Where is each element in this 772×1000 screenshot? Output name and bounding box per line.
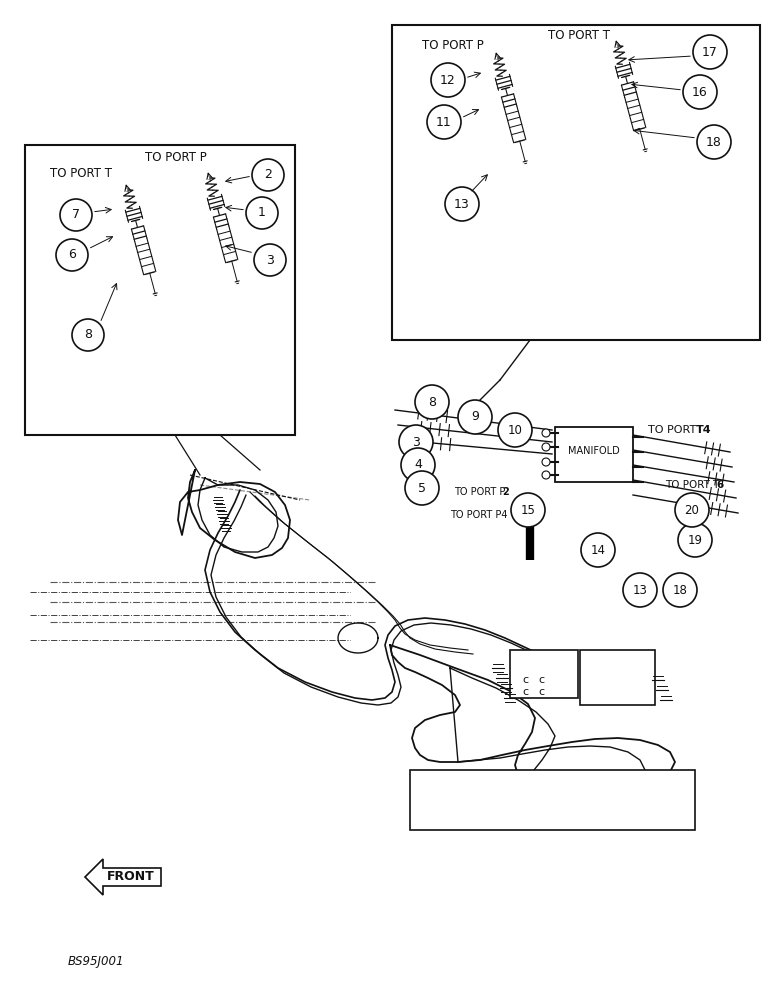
Text: c: c xyxy=(522,687,528,697)
Circle shape xyxy=(498,413,532,447)
Text: TO PORT T: TO PORT T xyxy=(50,167,112,180)
Circle shape xyxy=(427,105,461,139)
Text: TO PORT P: TO PORT P xyxy=(422,39,484,52)
Text: 16: 16 xyxy=(692,86,708,99)
Circle shape xyxy=(542,471,550,479)
Circle shape xyxy=(542,458,550,466)
Text: TO PORT T: TO PORT T xyxy=(665,480,720,490)
Circle shape xyxy=(252,159,284,191)
Circle shape xyxy=(542,443,550,451)
Text: 18: 18 xyxy=(706,135,722,148)
Text: 13: 13 xyxy=(454,198,470,211)
Text: 2: 2 xyxy=(502,487,509,497)
Text: TO PORT P4: TO PORT P4 xyxy=(450,510,507,520)
Text: 4: 4 xyxy=(414,458,422,472)
Circle shape xyxy=(56,239,88,271)
Bar xyxy=(510,650,578,698)
Text: TO PORT: TO PORT xyxy=(648,425,699,435)
Text: FRONT: FRONT xyxy=(107,870,155,884)
Circle shape xyxy=(663,573,697,607)
Text: T4: T4 xyxy=(696,425,712,435)
Bar xyxy=(555,427,633,482)
Text: 8: 8 xyxy=(84,328,92,342)
Text: c: c xyxy=(522,675,528,685)
Bar xyxy=(25,145,295,435)
Circle shape xyxy=(254,244,286,276)
Circle shape xyxy=(72,319,104,351)
Bar xyxy=(580,650,655,705)
Circle shape xyxy=(511,493,545,527)
Text: 20: 20 xyxy=(685,504,699,516)
Circle shape xyxy=(445,187,479,221)
Circle shape xyxy=(697,125,731,159)
Circle shape xyxy=(683,75,717,109)
Text: ↄ: ↄ xyxy=(126,187,130,193)
Circle shape xyxy=(246,197,278,229)
Text: 11: 11 xyxy=(436,115,452,128)
Circle shape xyxy=(542,429,550,437)
Text: TO PORT P: TO PORT P xyxy=(454,487,506,497)
Text: TO PORT T: TO PORT T xyxy=(548,29,610,42)
Text: 6: 6 xyxy=(68,248,76,261)
Text: TO PORT P: TO PORT P xyxy=(145,151,207,164)
Text: MANIFOLD: MANIFOLD xyxy=(568,446,620,456)
Text: 13: 13 xyxy=(632,584,648,596)
Text: 9: 9 xyxy=(471,410,479,424)
Text: 12: 12 xyxy=(440,74,456,87)
Text: ↄ: ↄ xyxy=(208,175,212,181)
Text: ↄ: ↄ xyxy=(615,43,619,49)
Text: 17: 17 xyxy=(702,45,718,58)
Circle shape xyxy=(675,493,709,527)
Circle shape xyxy=(431,63,465,97)
Circle shape xyxy=(60,199,92,231)
Text: ↄ: ↄ xyxy=(496,55,499,61)
Circle shape xyxy=(405,471,439,505)
Text: 18: 18 xyxy=(672,584,687,596)
Text: c: c xyxy=(538,675,544,685)
Text: 8: 8 xyxy=(428,395,436,408)
Text: BS95J001: BS95J001 xyxy=(68,956,124,968)
Text: 5: 5 xyxy=(418,482,426,494)
Circle shape xyxy=(415,385,449,419)
Text: 10: 10 xyxy=(507,424,523,436)
Polygon shape xyxy=(85,859,161,895)
Circle shape xyxy=(399,425,433,459)
Circle shape xyxy=(401,448,435,482)
Circle shape xyxy=(581,533,615,567)
Text: c: c xyxy=(538,687,544,697)
Circle shape xyxy=(623,573,657,607)
Circle shape xyxy=(458,400,492,434)
Text: 2: 2 xyxy=(264,168,272,182)
Text: 14: 14 xyxy=(591,544,605,556)
Text: 1: 1 xyxy=(258,207,266,220)
Text: 15: 15 xyxy=(520,504,536,516)
Circle shape xyxy=(678,523,712,557)
Text: 19: 19 xyxy=(688,534,703,546)
Text: 6: 6 xyxy=(716,480,723,490)
Text: 3: 3 xyxy=(412,436,420,448)
Text: 3: 3 xyxy=(266,253,274,266)
Bar xyxy=(392,25,760,340)
Text: 7: 7 xyxy=(72,209,80,222)
Bar xyxy=(410,770,695,830)
Circle shape xyxy=(693,35,727,69)
